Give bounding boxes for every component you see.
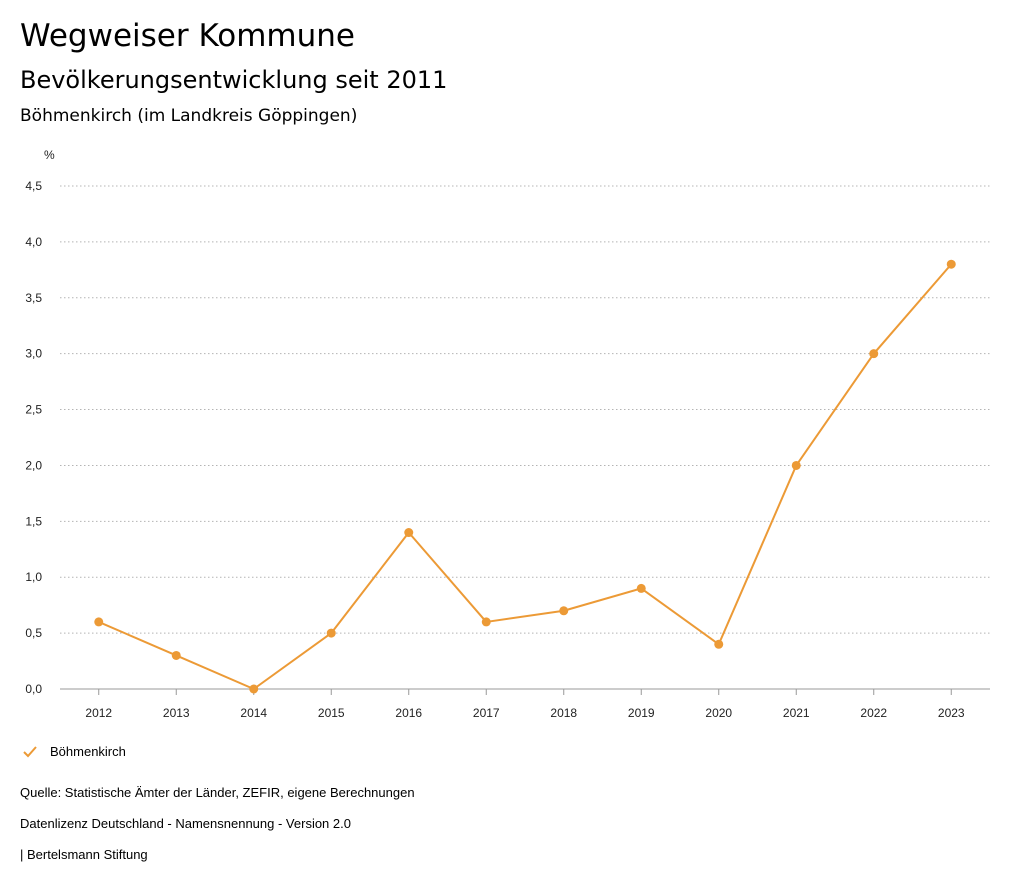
y-unit-label: % <box>44 148 55 162</box>
x-tick-label: 2021 <box>783 706 810 720</box>
x-tick-label: 2023 <box>938 706 965 720</box>
y-tick-label: 3,0 <box>25 347 42 361</box>
region-label: Böhmenkirch (im Landkreis Göppingen) <box>20 106 358 126</box>
data-point <box>171 650 181 660</box>
series-line <box>98 263 953 690</box>
x-tick-label: 2019 <box>628 706 655 720</box>
series-layer <box>94 259 956 694</box>
x-tick-label: 2022 <box>860 706 887 720</box>
checkmark-icon <box>23 745 37 757</box>
y-tick-label: 0,0 <box>25 682 42 696</box>
data-point <box>559 606 569 616</box>
source-note: Quelle: Statistische Ämter der Länder, Z… <box>20 785 415 800</box>
x-tick-label: 2013 <box>163 706 190 720</box>
line-chart: % 0,0 0,5 1,0 1,5 2,0 2,5 3,0 3,5 4,0 4,5 2012 2013… <box>25 148 990 720</box>
y-tick-label: 4,0 <box>25 235 42 249</box>
data-point <box>404 528 414 538</box>
y-tick-label: 2,5 <box>25 403 42 417</box>
legend-label: Böhmenkirch <box>50 744 126 759</box>
x-tick-label: 2016 <box>395 706 422 720</box>
data-point <box>869 349 879 359</box>
license-note: Datenlizenz Deutschland - Namensnennung … <box>20 816 351 831</box>
y-tick-label: 1,0 <box>25 570 42 584</box>
data-point <box>481 617 491 627</box>
chart-subtitle: Bevölkerungsentwicklung seit 2011 <box>20 66 448 94</box>
x-tick-label: 2017 <box>473 706 500 720</box>
x-tick-label: 2018 <box>550 706 577 720</box>
data-point <box>249 684 259 694</box>
publisher-note: | Bertelsmann Stiftung <box>20 847 148 862</box>
y-tick-label: 4,5 <box>25 179 42 193</box>
data-point <box>326 628 336 638</box>
x-tick-label: 2020 <box>705 706 732 720</box>
y-tick-label: 3,5 <box>25 291 42 305</box>
y-tick-label: 2,0 <box>25 458 42 472</box>
x-tick-label: 2014 <box>240 706 267 720</box>
data-point <box>636 583 646 593</box>
x-tick-label: 2012 <box>85 706 112 720</box>
page-title: Wegweiser Kommune <box>20 18 355 54</box>
data-point <box>94 617 104 627</box>
data-point <box>946 259 956 269</box>
legend[interactable]: Böhmenkirch <box>22 744 126 759</box>
data-point <box>791 460 801 470</box>
x-tick-label: 2015 <box>318 706 345 720</box>
y-tick-label: 0,5 <box>25 626 42 640</box>
y-tick-label: 1,5 <box>25 514 42 528</box>
data-point <box>714 639 724 649</box>
grid-layer: 0,0 0,5 1,0 1,5 2,0 2,5 3,0 3,5 4,0 4,5 2012 2013 20… <box>25 179 990 720</box>
